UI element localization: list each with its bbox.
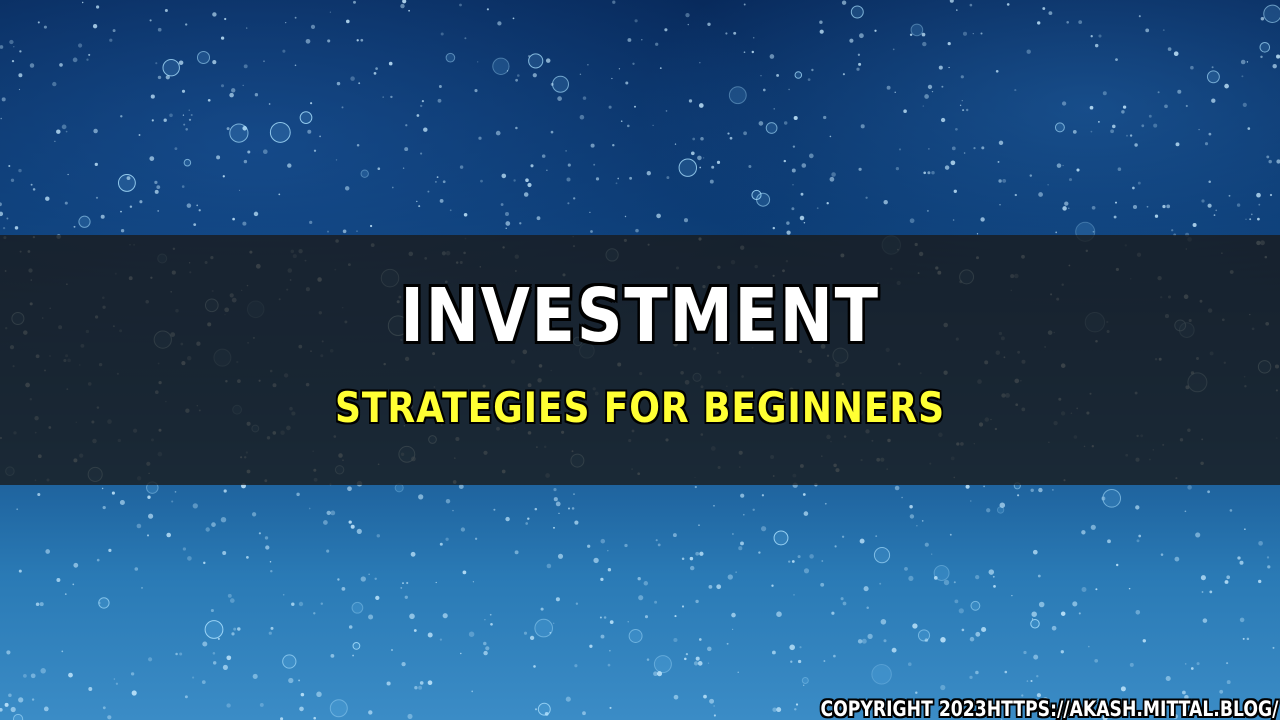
copyright-notice: COPYRIGHT 2023HTTPS://AKASH.MITTAL.BLOG/ (820, 697, 1278, 720)
banner-title: INVESTMENT (399, 272, 880, 360)
banner-subtitle: STRATEGIES FOR BEGINNERS (335, 383, 945, 432)
title-band (0, 235, 1280, 485)
